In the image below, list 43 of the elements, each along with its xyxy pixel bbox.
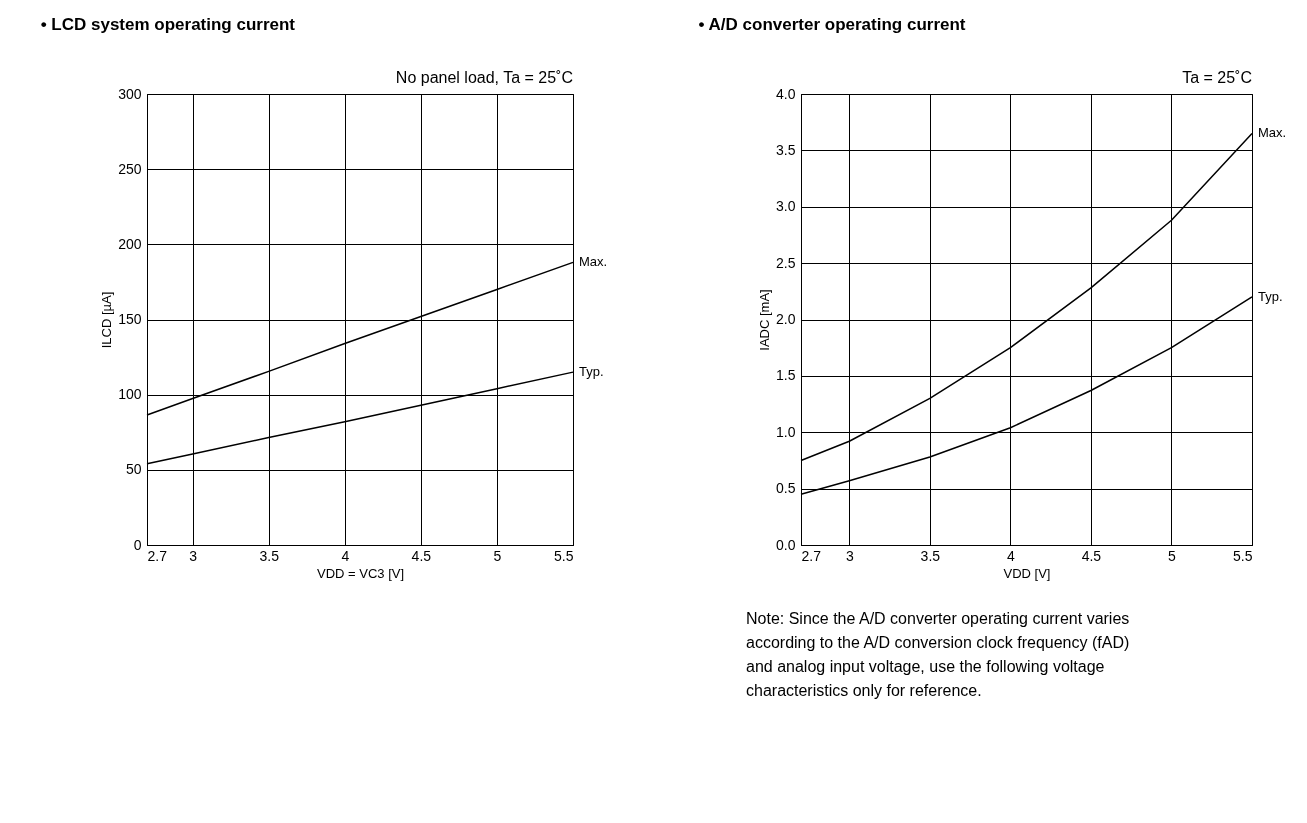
x-tick-label: 5 bbox=[493, 547, 502, 564]
y-tick-label: 4.0 bbox=[776, 85, 796, 102]
x-tick-label: 4.5 bbox=[411, 547, 432, 564]
y-tick-label: 150 bbox=[118, 311, 142, 327]
x-axis-title: VDD [V] bbox=[1003, 565, 1051, 581]
chart-title: • LCD system operating current bbox=[40, 15, 296, 34]
x-tick-label: 4.5 bbox=[1081, 547, 1102, 564]
y-tick-label: 50 bbox=[125, 461, 142, 478]
x-axis-title: VDD = VC3 [V] bbox=[316, 565, 405, 581]
y-tick-label: 3.0 bbox=[776, 198, 796, 215]
y-tick-label: 2.0 bbox=[776, 311, 796, 327]
y-tick-label: 3.5 bbox=[776, 141, 796, 158]
y-tick-label: 1.5 bbox=[776, 367, 796, 384]
series-label: Max. bbox=[1258, 125, 1287, 141]
x-tick-label: 5 bbox=[1168, 547, 1177, 564]
series-label: Typ. bbox=[1258, 288, 1283, 304]
y-tick-label: 1.0 bbox=[776, 423, 796, 440]
chart-title: • A/D converter operating current bbox=[698, 15, 966, 34]
x-tick-label: 2.7 bbox=[801, 547, 822, 564]
y-tick-label: 0 bbox=[133, 536, 142, 553]
x-tick-label: 3 bbox=[845, 547, 854, 564]
y-axis-title: IADC [mA] bbox=[757, 289, 773, 351]
x-tick-label: 3.5 bbox=[259, 547, 280, 564]
x-tick-label: 5.5 bbox=[554, 547, 574, 564]
x-tick-label: 3 bbox=[189, 547, 198, 564]
y-axis-title: ILCD [µA] bbox=[99, 291, 115, 349]
y-tick-label: 0.5 bbox=[776, 480, 796, 497]
x-tick-label: 2.7 bbox=[147, 547, 168, 564]
y-tick-label: 300 bbox=[118, 85, 142, 102]
chart-subtitle: Ta = 25˚C bbox=[1182, 69, 1252, 86]
y-tick-label: 200 bbox=[118, 235, 142, 252]
y-tick-label: 250 bbox=[118, 160, 142, 177]
chart-subtitle: No panel load, Ta = 25˚C bbox=[395, 69, 573, 86]
y-tick-label: 2.5 bbox=[776, 254, 796, 271]
x-tick-label: 4 bbox=[341, 547, 350, 564]
series-label: Typ. bbox=[579, 364, 604, 380]
x-tick-label: 4 bbox=[1006, 547, 1015, 564]
x-tick-label: 3.5 bbox=[920, 547, 941, 564]
y-tick-label: 0.0 bbox=[776, 536, 796, 553]
x-tick-label: 5.5 bbox=[1233, 547, 1253, 564]
series-label: Max. bbox=[579, 254, 608, 270]
text: Note: Since the A/D converter operating current varies according to the A/D conversion clock frequency (fAD) and analog input voltage, use the following voltage characteristics only for reference. bbox=[746, 610, 1130, 699]
y-tick-label: 100 bbox=[118, 386, 142, 403]
